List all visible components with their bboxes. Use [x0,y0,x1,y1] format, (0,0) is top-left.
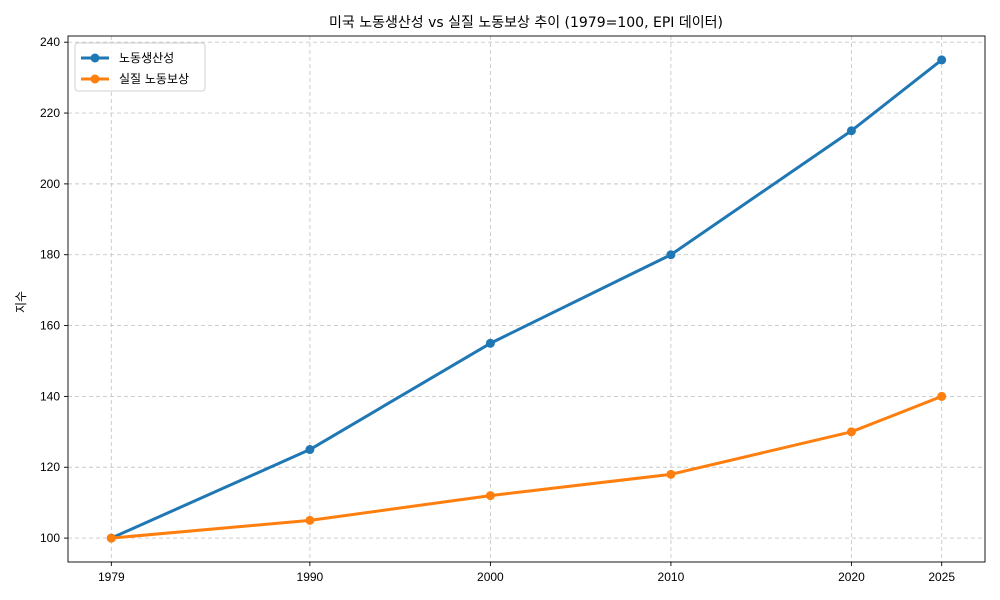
legend-item: 노동생산성 [81,51,174,65]
x-tick-label: 2025 [928,570,955,584]
legend-marker [90,74,100,84]
legend-label: 실질 노동보상 [119,72,189,86]
data-point [937,55,947,65]
legend-marker [90,53,100,63]
data-point [666,250,676,260]
axes-frame [67,35,986,563]
chart-title: 미국 노동생산성 vs 실질 노동보상 추이 (1979=100, EPI 데이… [329,15,723,31]
data-point [485,491,495,501]
y-tick-label: 140 [40,389,60,403]
y-tick-label: 220 [40,106,60,120]
data-point [846,427,856,437]
axis-ticks: 1979 1990 2000 2010 2020 2025 100 120 140 160 180 2… [40,35,955,584]
x-tick-label: 2000 [477,570,504,584]
y-tick-label: 200 [40,177,60,191]
y-axis-label: 지수 [14,291,28,313]
series-line [109,394,944,540]
data-point [846,126,856,136]
plot-frame [67,35,986,563]
series-1 [106,55,947,543]
legend-item: 실질 노동보상 [81,72,189,86]
y-tick-label: 120 [40,460,60,474]
x-tick-label: 2010 [658,570,685,584]
grid [68,36,985,562]
y-tick-label: 160 [40,319,60,333]
data-point [106,533,116,543]
data-point [485,338,495,348]
data-point [666,469,676,479]
y-tick-label: 240 [40,35,60,49]
x-tick-label: 1979 [98,570,125,584]
data-point [305,445,315,455]
data-point [937,391,947,401]
series-2 [106,391,947,543]
data-point [305,515,315,525]
y-tick-label: 100 [40,531,60,545]
x-tick-label: 1990 [297,570,324,584]
series-line [109,58,944,540]
x-tick-label: 2020 [838,570,865,584]
y-tick-label: 180 [40,248,60,262]
series-lines [106,55,947,543]
legend-label: 노동생산성 [119,51,174,65]
